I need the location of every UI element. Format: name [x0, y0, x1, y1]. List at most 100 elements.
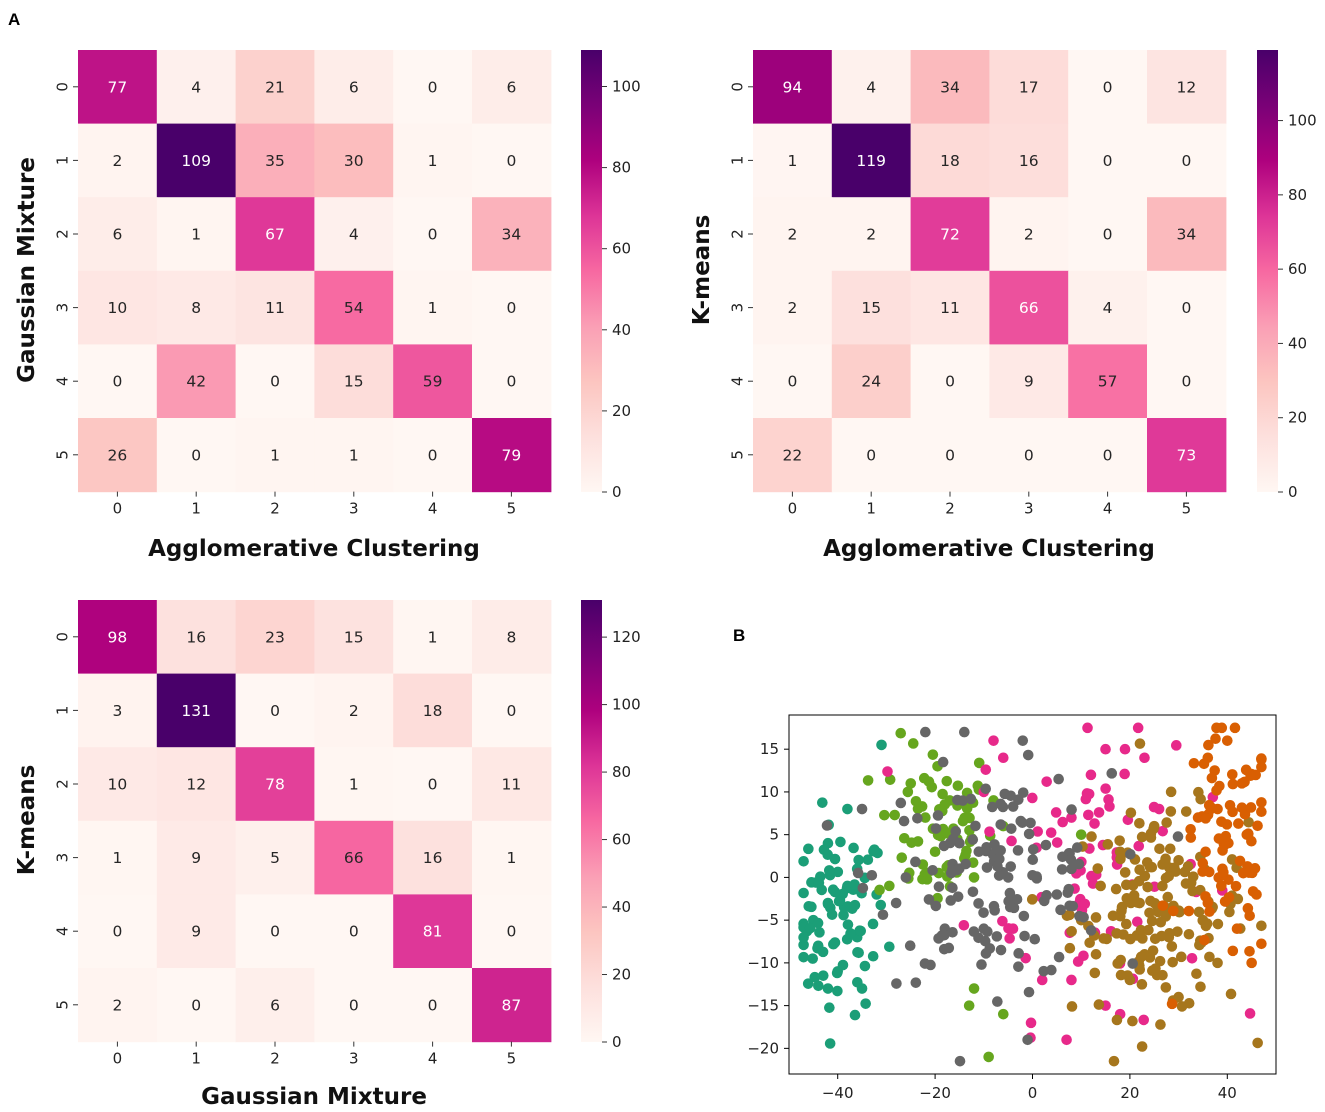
scatter-point [1227, 945, 1239, 957]
colorbar-tick-label: 120 [612, 628, 641, 646]
heatmap-cell [472, 418, 552, 493]
x-tick-label: 3 [1024, 500, 1034, 518]
heatmap-cell-value: 0 [428, 78, 438, 96]
scatter-point [1136, 1041, 1148, 1052]
colorbar-tick-label: 20 [1288, 409, 1307, 427]
scatter-point [821, 820, 833, 831]
y-tick-label: 4 [54, 376, 72, 386]
scatter-point [803, 843, 814, 855]
colorbar-tick-label: 100 [1288, 112, 1317, 130]
scatter-point [1256, 938, 1267, 950]
scatter-point [907, 738, 919, 749]
heatmap-cell-value: 0 [1181, 373, 1191, 391]
x-tick-label: 3 [349, 500, 359, 518]
scatter-point [947, 882, 958, 894]
scatter-point [1252, 1037, 1263, 1049]
scatter-point [1141, 857, 1153, 868]
scatter-point [1200, 813, 1211, 824]
scatter-point [853, 854, 864, 866]
scatter-point [875, 899, 887, 911]
scatter-point [1029, 933, 1041, 945]
heatmap-cell-value: 0 [428, 996, 438, 1014]
scatter-point [973, 846, 985, 858]
scatter-point [1231, 923, 1243, 934]
scatter-point [1022, 749, 1034, 761]
heatmap-cell-value: 0 [1103, 78, 1113, 96]
scatter-point [798, 939, 809, 951]
scatter-point [1200, 891, 1211, 902]
heatmap-cell [1068, 123, 1148, 198]
scatter-point [1168, 862, 1180, 874]
scatter-point [848, 842, 859, 854]
heatmap-cell [156, 894, 237, 969]
y-tick-label: 5 [54, 1000, 72, 1010]
scatter-point [992, 996, 1003, 1007]
scatter-point [961, 845, 972, 857]
scatter-point [960, 858, 972, 870]
y-tick-label: 2 [54, 779, 72, 789]
scatter-point [965, 793, 977, 805]
heatmap-cell-value: 78 [265, 776, 285, 794]
x-tick-label: 0 [788, 500, 798, 518]
scatter-point [997, 752, 1009, 764]
heatmap-cell [235, 820, 315, 895]
heatmap-cell-value: 0 [191, 996, 201, 1014]
scatter-point [1075, 829, 1087, 840]
y-tick-label: −15 [747, 997, 779, 1015]
scatter-point [1057, 816, 1068, 828]
scatter-point [1121, 893, 1133, 904]
scatter-point [941, 775, 953, 787]
heatmap-cell-value: 0 [506, 152, 516, 170]
heatmap-cell-value: 0 [506, 299, 516, 317]
scatter-point [829, 853, 841, 865]
colorbar-tick-label: 20 [612, 966, 631, 984]
colorbar [581, 50, 602, 492]
colorbar [581, 600, 602, 1042]
y-tick-label: 2 [729, 229, 747, 239]
heatmap-cell-value: 0 [270, 373, 280, 391]
scatter-point [991, 931, 1003, 942]
scatter-point [798, 887, 809, 899]
heatmap-cell [989, 197, 1069, 272]
x-tick-label: 5 [507, 500, 517, 518]
heatmap-cell [1147, 50, 1227, 125]
heatmap-cell-value: 4 [1103, 299, 1113, 317]
heatmap-cell-value: 0 [428, 226, 438, 244]
scatter-point [1154, 843, 1165, 855]
x-tick-label: 4 [428, 1050, 438, 1068]
scatter-point [1199, 934, 1210, 946]
heatmap-cell-value: 26 [108, 446, 128, 464]
heatmap-cell-value: 131 [181, 702, 211, 720]
colorbar-tick-label: 20 [612, 402, 631, 420]
heatmap-cell-value: 2 [866, 226, 876, 244]
scatter-point [837, 959, 849, 971]
heatmap-cell-value: 109 [181, 152, 211, 170]
heatmap-cell-value: 6 [349, 78, 359, 96]
scatter-point [1197, 866, 1208, 877]
heatmap-cell [78, 344, 158, 419]
heatmap-cell [910, 270, 990, 345]
y-tick-label: 5 [54, 450, 72, 460]
scatter-point [856, 803, 868, 815]
scatter-point [1100, 783, 1111, 794]
heatmap-cell-value: 11 [502, 776, 522, 794]
x-tick-label: 2 [270, 500, 280, 518]
scatter-point [884, 880, 895, 892]
colorbar-tick-label: 60 [612, 831, 631, 849]
scatter-point [927, 864, 938, 876]
scatter-point [943, 942, 955, 954]
heatmap-cell [314, 344, 394, 419]
scatter-point [1224, 906, 1235, 918]
colorbar-tick-label: 40 [612, 898, 631, 916]
scatter-point [1106, 768, 1118, 779]
scatter-point [1066, 926, 1077, 937]
scatter-point [1072, 956, 1084, 967]
scatter-point [1203, 799, 1215, 811]
heatmap-cell-value: 1 [428, 299, 438, 317]
scatter-point [981, 862, 993, 873]
heatmap-cell [156, 418, 237, 493]
colorbar-tick-label: 0 [612, 1033, 622, 1051]
heatmap-cell [314, 820, 394, 895]
scatter-point [855, 925, 867, 937]
scatter-point [930, 900, 942, 912]
